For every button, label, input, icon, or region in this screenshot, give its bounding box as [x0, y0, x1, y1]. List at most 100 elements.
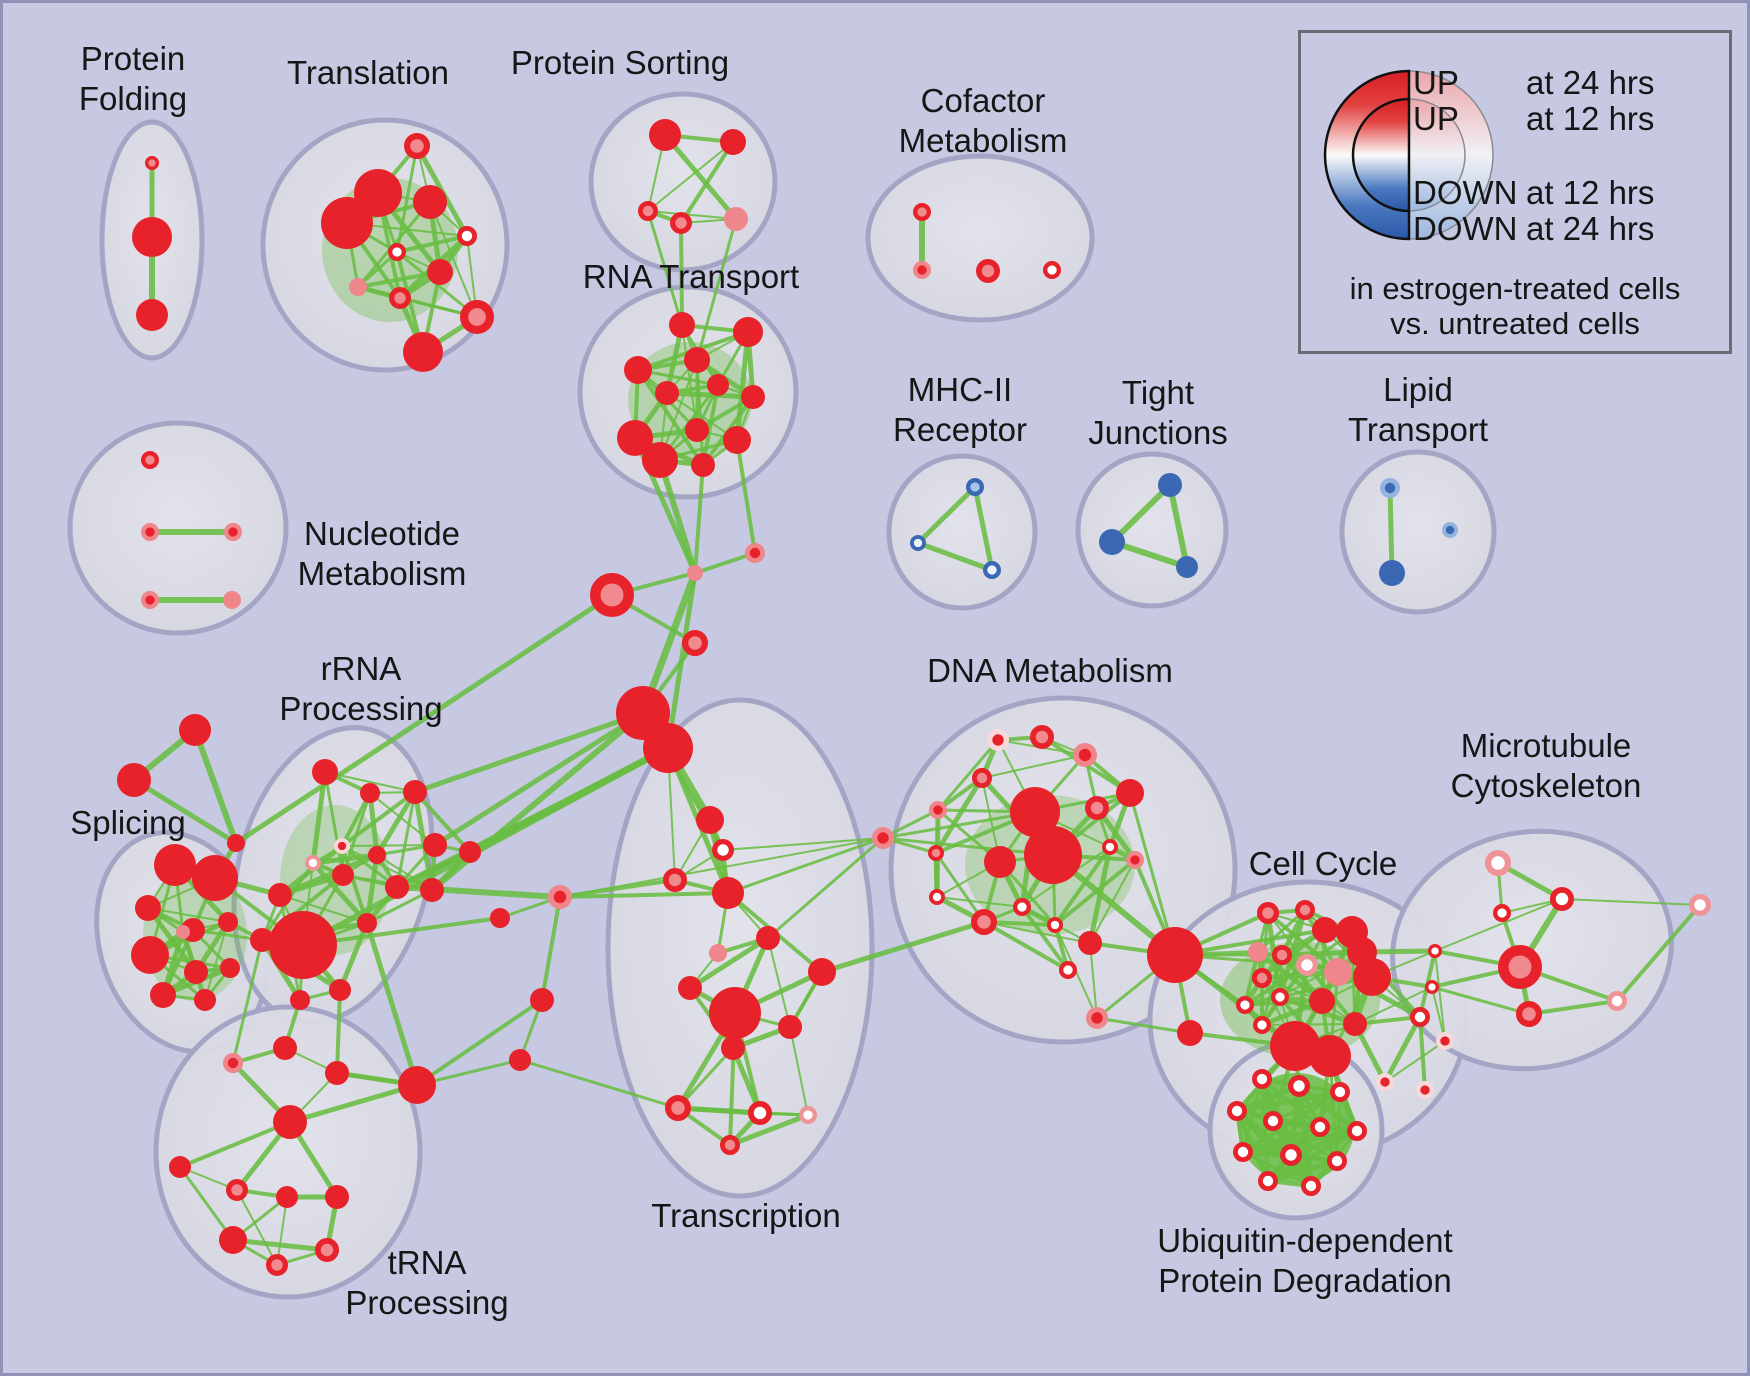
network-node-rr — [420, 878, 444, 902]
cluster-label-ps: Protein Sorting — [511, 44, 729, 81]
cluster-label-pf: Protein — [81, 40, 186, 77]
network-edge — [695, 358, 705, 467]
network-node-mt — [1484, 849, 1511, 876]
network-edge — [722, 837, 884, 851]
network-node-dna — [1126, 850, 1145, 869]
cluster-label-tx: Transcription — [651, 1197, 841, 1234]
network-node-trna — [315, 1238, 340, 1263]
network-node-mt — [1498, 945, 1543, 990]
network-node-dna — [1102, 838, 1119, 855]
network-edge — [662, 132, 739, 222]
network-node-pf — [132, 217, 172, 257]
network-node-nm — [141, 451, 160, 470]
network-edge — [647, 210, 737, 220]
network-edge — [933, 775, 985, 856]
network-edge — [1418, 1015, 1427, 1092]
network-node-sp — [184, 960, 208, 984]
network-node-rr — [368, 846, 386, 864]
network-node-rr — [312, 759, 338, 785]
network-node-trna — [219, 1226, 247, 1254]
network-edge — [277, 852, 380, 898]
network-edge — [1354, 986, 1433, 1025]
network-edge — [915, 540, 995, 573]
network-edge — [558, 891, 730, 899]
network-edge — [1527, 999, 1619, 1016]
network-edge — [413, 790, 472, 854]
network-node-cf — [976, 259, 1001, 284]
legend-updown-icon — [1323, 69, 1494, 241]
network-node-cc — [1248, 942, 1268, 962]
cluster-label-trna: tRNA — [388, 1244, 467, 1281]
cluster-label-lt: Lipid — [1383, 371, 1453, 408]
cluster-label-rr: rRNA — [321, 650, 402, 687]
network-node-mt — [1493, 903, 1512, 922]
network-edge — [695, 217, 738, 362]
network-node-tx — [678, 976, 702, 1000]
network-edge — [934, 851, 986, 924]
network-node-ps — [670, 211, 693, 234]
cluster-label-nm: Nucleotide — [304, 515, 460, 552]
network-node-cc — [1324, 958, 1352, 986]
network-edge — [1431, 986, 1446, 1042]
network-edge — [412, 710, 646, 795]
network-node-rr — [269, 911, 337, 979]
network-node-tj — [1099, 529, 1125, 555]
cluster-ellipse-nm — [67, 420, 289, 636]
network-node-tx — [756, 926, 780, 950]
network-edge — [735, 438, 757, 555]
network-node-dna — [972, 768, 993, 789]
network-edge — [675, 1105, 763, 1116]
network-node-free — [590, 573, 635, 618]
network-node-nm — [223, 591, 241, 609]
network-edge — [687, 935, 771, 991]
network-node-tr — [388, 243, 407, 262]
network-edge — [981, 754, 1086, 779]
network-node-mt — [1550, 887, 1575, 912]
network-edge — [231, 938, 264, 1065]
network-edge — [936, 896, 1023, 908]
network-node-ub — [1301, 1176, 1322, 1197]
network-node-tx — [709, 944, 727, 962]
legend-row-direction: UP — [1413, 64, 1459, 101]
network-node-dna — [1012, 897, 1031, 916]
network-node-ps — [638, 200, 659, 221]
network-node-tj — [1158, 473, 1182, 497]
network-node-cc — [1309, 1035, 1351, 1077]
network-edge — [819, 919, 987, 975]
legend-row-direction: UP — [1413, 100, 1459, 137]
network-node-sp — [194, 989, 216, 1011]
network-node-tr — [321, 197, 373, 249]
network-node-dna — [1010, 787, 1060, 837]
network-edge — [356, 270, 442, 289]
network-edge — [276, 1196, 288, 1266]
network-edge — [1615, 903, 1702, 1003]
network-node-tx — [720, 1135, 741, 1156]
network-edge — [374, 789, 418, 858]
network-edge — [340, 790, 417, 848]
network-edge — [1109, 482, 1173, 545]
cluster-label-mt: Cytoskeleton — [1451, 767, 1642, 804]
network-node-dna — [970, 908, 997, 935]
network-node-cc — [1312, 917, 1338, 943]
network-edge — [676, 1046, 735, 1110]
network-edge — [647, 141, 734, 212]
cluster-label-lt: Transport — [1348, 411, 1488, 448]
network-node-tr — [403, 332, 443, 372]
cluster-label-mhc: MHC-II — [908, 371, 1012, 408]
network-node-free — [745, 543, 766, 564]
network-node-tr — [354, 169, 402, 217]
network-node-trna — [225, 1179, 248, 1202]
network-edge — [131, 777, 239, 846]
network-node-cc — [1257, 902, 1280, 925]
network-node-dna — [928, 888, 945, 905]
network-edge — [983, 921, 1091, 944]
network-edge — [1095, 1016, 1192, 1035]
network-node-st — [117, 763, 151, 797]
network-node-rr — [403, 780, 427, 804]
network-node-tr — [389, 287, 412, 310]
legend-row-direction: DOWN — [1413, 210, 1518, 247]
network-edge — [881, 810, 1037, 840]
network-node-dna — [1085, 796, 1110, 821]
network-edge — [1020, 905, 1070, 972]
network-edge — [1089, 942, 1098, 1019]
